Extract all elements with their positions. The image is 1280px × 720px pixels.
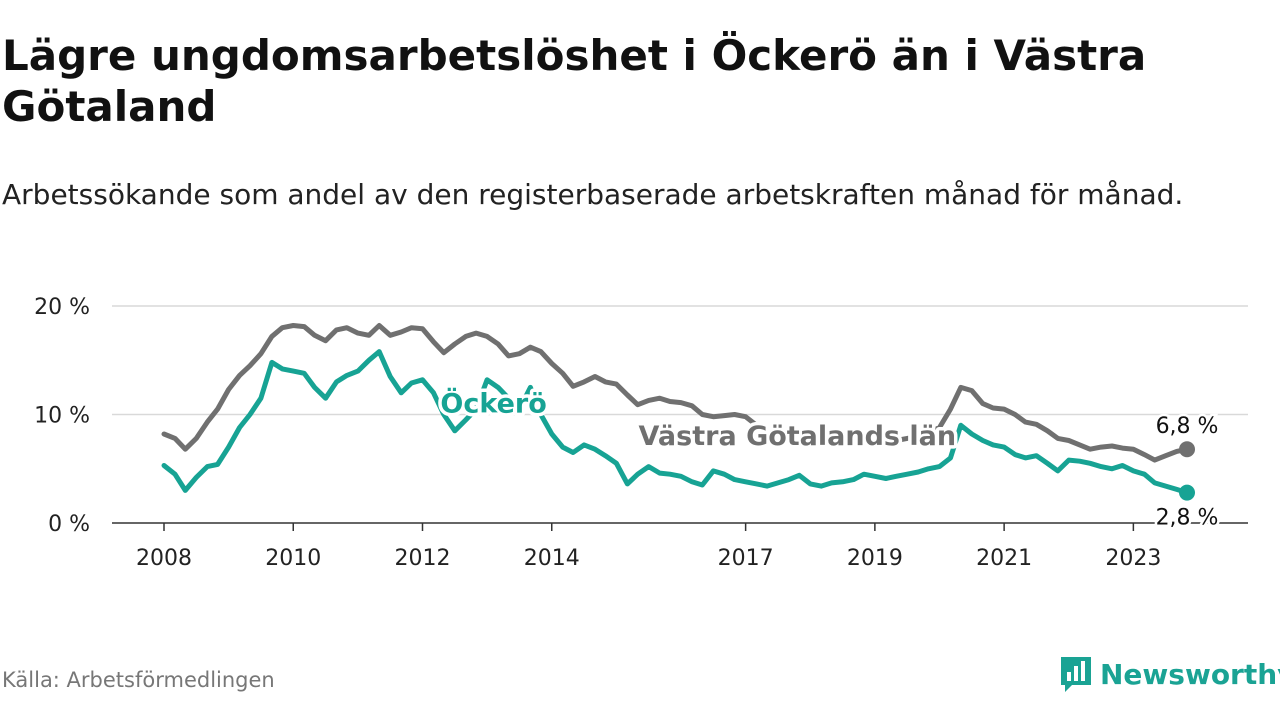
source-note: Källa: Arbetsförmedlingen (2, 668, 275, 692)
x-tick-label: 2023 (1105, 546, 1161, 571)
brand-name: Newsworthy (1100, 657, 1280, 691)
end-value-label-ockero: 2,8 % (1156, 506, 1219, 531)
chart-title: Lägre ungdomsarbetslöshet i Öckerö än i … (2, 31, 1147, 131)
y-tick-label: 20 % (34, 295, 90, 320)
brand-logo: Newsworthy (1058, 654, 1280, 694)
series-line-ockero (161, 349, 1190, 496)
x-tick-label: 2021 (976, 546, 1032, 571)
x-tick-label: 2010 (265, 546, 321, 571)
chart-subtitle: Arbetssökande som andel av den registerb… (2, 178, 1184, 211)
series-label-vg: Västra Götalands län (639, 421, 957, 452)
x-tick-label: 2017 (718, 546, 774, 571)
y-tick-label: 10 % (34, 404, 90, 429)
x-tick-label: 2014 (524, 546, 580, 571)
x-tick-label: 2012 (395, 546, 451, 571)
series-label-ockero: Öckerö (440, 386, 546, 419)
y-tick-label: 0 % (48, 512, 90, 537)
series-line-vg (161, 323, 1190, 463)
x-tick-label: 2008 (136, 546, 192, 571)
end-point-vg (1179, 441, 1196, 458)
end-point-ockero (1179, 484, 1196, 501)
newsworthy-logo-icon (1061, 657, 1091, 692)
x-tick-label: 2019 (847, 546, 903, 571)
line-chart: 0 % 10 % 20 % 2008 2010 2012 2014 2017 2019 2021 2… (34, 295, 1248, 571)
end-value-label-vg: 6,8 % (1156, 414, 1219, 439)
